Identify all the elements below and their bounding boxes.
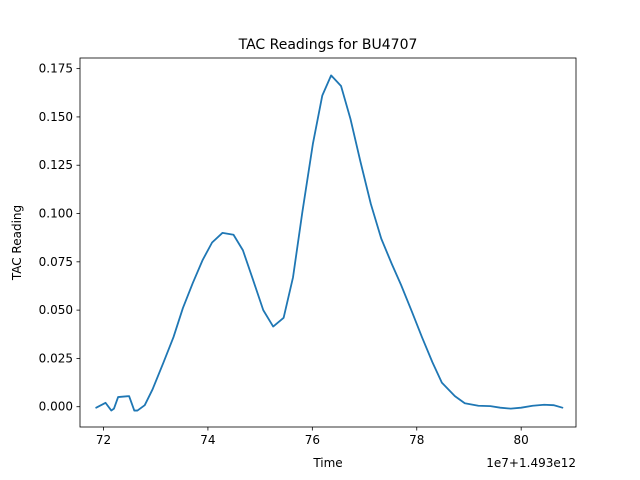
y-tick-label: 0.025 <box>39 351 73 365</box>
y-tick-label: 0.075 <box>39 255 73 269</box>
y-tick-label: 0.050 <box>39 303 73 317</box>
x-axis-label: Time <box>312 456 342 470</box>
y-tick-label: 0.100 <box>39 207 73 221</box>
y-tick-label: 0.125 <box>39 158 73 172</box>
x-tick-label: 72 <box>96 433 111 447</box>
tac-series-line <box>95 74 564 412</box>
chart-title: TAC Readings for BU4707 <box>238 37 418 53</box>
y-tick-label: 0.175 <box>39 62 73 76</box>
y-axis-label: TAC Reading <box>10 205 24 281</box>
axes-frame <box>79 57 577 428</box>
y-tick-label: 0.150 <box>39 110 73 124</box>
plot-area <box>80 58 576 427</box>
tick-layer: 72 74 76 78 80 0.000 0.025 0.050 0.075 0.100 0.125… <box>39 62 529 447</box>
x-tick-label: 74 <box>200 433 215 447</box>
x-tick-label: 76 <box>305 433 320 447</box>
series-layer <box>95 74 564 412</box>
x-axis-offset-text: 1e7+1.493e12 <box>486 456 576 470</box>
y-tick-label: 0.000 <box>39 400 73 414</box>
x-tick-label: 80 <box>514 433 529 447</box>
x-tick-label: 78 <box>409 433 424 447</box>
